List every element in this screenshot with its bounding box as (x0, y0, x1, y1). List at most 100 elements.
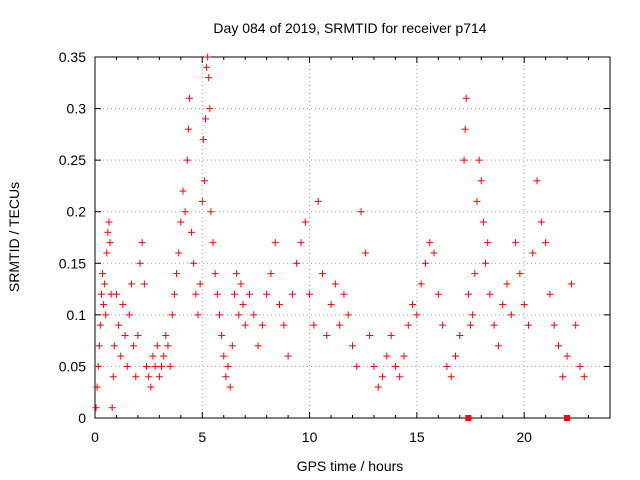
data-point (479, 218, 487, 226)
y-tick-label: 0.1 (67, 307, 87, 323)
data-point (404, 321, 412, 329)
data-point (417, 280, 425, 288)
data-point (426, 239, 434, 247)
data-point (204, 53, 212, 61)
data-point (164, 342, 172, 350)
data-point (567, 280, 575, 288)
data-point (235, 311, 243, 319)
data-point (503, 280, 511, 288)
data-point (239, 301, 247, 309)
data-point (421, 259, 429, 267)
data-point (471, 270, 479, 278)
data-point (241, 321, 249, 329)
data-point (469, 311, 477, 319)
x-tick-label: 15 (409, 429, 425, 445)
y-tick-label: 0.35 (59, 49, 86, 65)
data-point (357, 208, 365, 216)
data-point (484, 239, 492, 247)
axes: 0 0.05 0.1 0.15 0.2 0.25 0.3 0.35 0 5 10 15 20 (59, 49, 611, 445)
data-point (218, 331, 226, 339)
data-point (464, 290, 472, 298)
data-point (101, 280, 109, 288)
data-point (205, 74, 213, 82)
data-point (95, 342, 103, 350)
data-point (576, 362, 584, 370)
data-point (340, 290, 348, 298)
data-point (537, 218, 545, 226)
data-point (512, 239, 520, 247)
data-point (391, 362, 399, 370)
data-point (546, 290, 554, 298)
x-tick-label: 10 (302, 429, 318, 445)
data-point (194, 311, 202, 319)
data-point (520, 301, 528, 309)
data-point (213, 290, 221, 298)
data-point (494, 342, 502, 350)
data-point (136, 259, 144, 267)
data-point (188, 228, 196, 236)
data-point (276, 301, 284, 309)
data-point (482, 259, 490, 267)
data-point (237, 280, 245, 288)
data-point (206, 105, 214, 113)
data-point (134, 331, 142, 339)
data-point (542, 239, 550, 247)
data-point (507, 311, 515, 319)
data-point (97, 290, 105, 298)
data-point (374, 383, 382, 391)
baseline-marker (564, 415, 571, 421)
data-point (555, 342, 562, 350)
data-point (361, 249, 369, 257)
data-point (439, 321, 447, 329)
data-point (115, 321, 123, 329)
data-point (92, 404, 100, 412)
data-point (430, 249, 438, 257)
data-point (166, 362, 174, 370)
data-point (125, 311, 133, 319)
data-point (314, 197, 322, 205)
data-point (327, 301, 335, 309)
data-point (123, 362, 131, 370)
data-point (336, 321, 344, 329)
data-point (224, 362, 232, 370)
data-point (434, 290, 442, 298)
data-point (263, 290, 271, 298)
data-point (230, 290, 238, 298)
chart-title: Day 084 of 2019, SRMTID for receiver p71… (213, 20, 486, 36)
data-point (477, 177, 485, 185)
data-point (109, 373, 117, 381)
data-point (130, 342, 138, 350)
data-point (93, 383, 101, 391)
y-tick-label: 0.3 (67, 101, 87, 117)
data-point (344, 311, 352, 319)
data-point (158, 362, 166, 370)
data-point (572, 321, 580, 329)
data-point (306, 290, 314, 298)
data-point (370, 362, 378, 370)
data-point (301, 218, 309, 226)
y-tick-label: 0.25 (59, 152, 86, 168)
data-point (179, 187, 187, 195)
data-point (271, 239, 279, 247)
data-point (246, 290, 253, 298)
data-point (443, 362, 451, 370)
data-point (127, 280, 135, 288)
data-point (220, 352, 228, 360)
data-point (486, 290, 494, 298)
data-point (102, 311, 110, 319)
data-point (103, 249, 111, 257)
data-point (323, 331, 331, 339)
x-tick-label: 5 (198, 429, 206, 445)
data-point (168, 311, 176, 319)
data-point (400, 352, 408, 360)
data-point (110, 342, 118, 350)
data-point (461, 125, 469, 133)
data-point (462, 94, 470, 102)
data-point (228, 342, 236, 350)
data-point (490, 321, 498, 329)
data-point (184, 125, 192, 133)
data-point (99, 270, 107, 278)
data-point (222, 373, 230, 381)
data-point (175, 249, 183, 257)
